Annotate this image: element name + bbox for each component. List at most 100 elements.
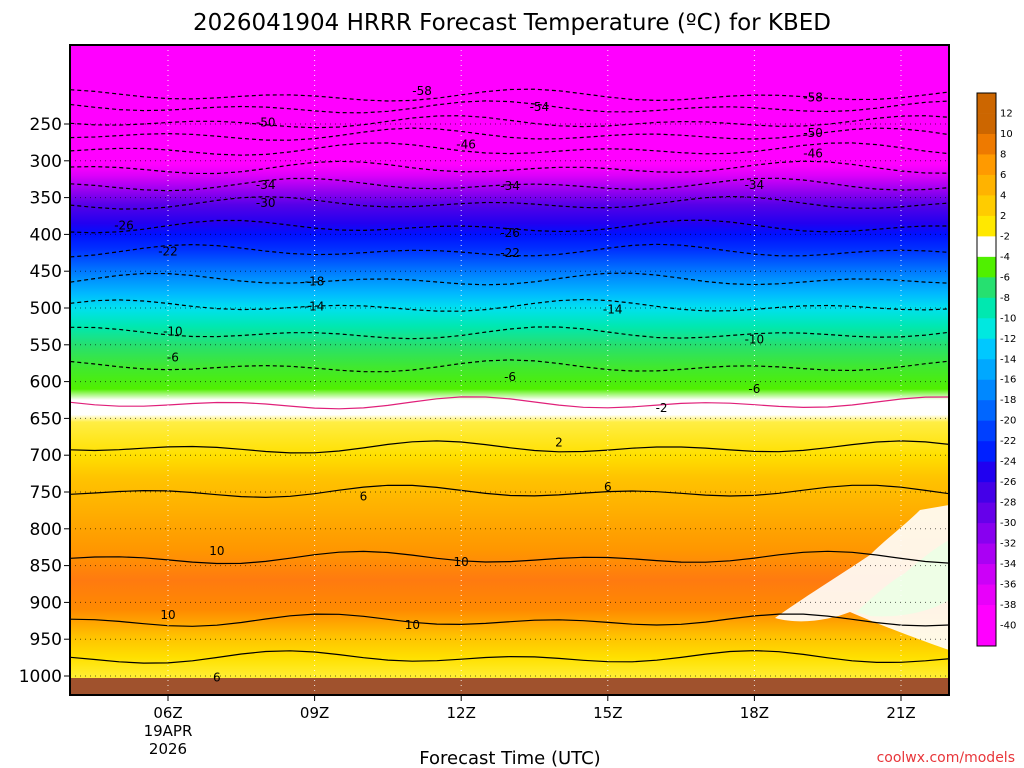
contour-label: 6 <box>213 670 221 684</box>
time-tick-label: 15Z <box>593 704 622 722</box>
colorbar-tick-label: -18 <box>1000 395 1016 406</box>
colorbar-segment <box>977 93 996 114</box>
contour-label: 6 <box>604 480 612 494</box>
isotherm-line <box>70 195 949 210</box>
date-label-line2: 2026 <box>149 740 187 758</box>
isotherm-line <box>70 396 949 410</box>
contour-label: -30 <box>256 196 276 210</box>
contour-label: -14 <box>603 302 623 316</box>
colorbar-segment <box>977 215 996 237</box>
colorbar-segment <box>977 523 996 545</box>
pressure-tick-label: 250 <box>30 115 62 135</box>
colorbar-segment <box>977 502 996 524</box>
colorbar-segment <box>977 277 996 299</box>
ground-strip <box>70 678 949 695</box>
pressure-tick-label: 850 <box>30 557 62 577</box>
contour-label: -46 <box>456 138 476 152</box>
colorbar-segment <box>977 605 996 627</box>
colorbar-segment <box>977 359 996 381</box>
plot-area: -58 -58-54-50-50-46-46-34 -34 -34-30-26-26-… <box>70 45 949 695</box>
time-tick-label: 06Z <box>153 704 182 722</box>
colorbar-tick-label: -20 <box>1000 416 1016 427</box>
contour-label: 6 <box>360 489 368 503</box>
isotherm-line <box>70 100 949 114</box>
isotherm-line <box>70 177 949 192</box>
isotherm-line <box>70 550 949 565</box>
isotherm-line <box>70 243 949 258</box>
isotherm-line <box>70 359 949 373</box>
colorbar-tick-label: -36 <box>1000 580 1016 591</box>
contour-label: -34 <box>500 179 520 193</box>
colorbar-segment <box>977 400 996 422</box>
colorbar-tick-label: -38 <box>1000 600 1016 611</box>
pressure-tick-label: 800 <box>30 520 62 540</box>
colorbar-segment <box>977 564 996 586</box>
colorbar-tick-label: -6 <box>1000 272 1010 283</box>
grid-lines <box>70 45 949 695</box>
colorbar-tick-label: 12 <box>1000 108 1013 119</box>
colorbar-tick-label: -40 <box>1000 621 1016 632</box>
pressure-tick-label: 650 <box>30 409 62 429</box>
colorbar-tick-label: 10 <box>1000 129 1013 140</box>
contour-label: 10 <box>405 618 420 632</box>
colorbar-tick-label: -26 <box>1000 477 1016 488</box>
contour-label: -46 <box>803 146 823 160</box>
isotherm-line <box>70 142 949 156</box>
colorbar-segment <box>977 379 996 401</box>
colorbar-tick-label: -16 <box>1000 375 1016 386</box>
contour-label: 10 <box>454 555 469 569</box>
colorbar-tick-label: -30 <box>1000 518 1016 529</box>
isotherm-line <box>70 440 949 454</box>
colorbar: 12 10 8 6 4 2 -2 -4 -6 -8 -10 -12 -14 -16 -18 -20 -22 -24… <box>976 92 1016 647</box>
contour-label: -58 <box>803 91 823 105</box>
pressure-tick-label: 300 <box>30 152 62 172</box>
colorbar-tick-label: 8 <box>1000 149 1006 160</box>
pressure-tick-label: 750 <box>30 483 62 503</box>
colorbar-segment <box>977 318 996 340</box>
isotherm-line <box>70 219 949 234</box>
pressure-tick-label: 950 <box>30 630 62 650</box>
colorbar-tick-label: -10 <box>1000 313 1016 324</box>
colorbar-segment <box>977 174 996 196</box>
contour-label: -6 <box>504 370 516 384</box>
colorbar-segment <box>977 461 996 483</box>
isotherm-line <box>70 88 949 102</box>
colorbar-tick-label: 4 <box>1000 190 1006 201</box>
colorbar-segment <box>977 154 996 176</box>
pressure-tick-label: 350 <box>30 189 62 209</box>
pressure-tick-label: 900 <box>30 593 62 613</box>
time-tick-label: 18Z <box>740 704 769 722</box>
colorbar-segment <box>977 113 996 135</box>
contour-label: 10 <box>160 608 175 622</box>
colorbar-tick-label: -2 <box>1000 231 1010 242</box>
contour-label: -26 <box>500 226 520 240</box>
isotherm-line <box>70 272 949 286</box>
plot-background <box>70 45 949 695</box>
pressure-tick-label: 700 <box>30 446 62 466</box>
pressure-tick-label: 600 <box>30 373 62 393</box>
time-tick-label: 12Z <box>447 704 476 722</box>
colorbar-tick-label: 2 <box>1000 211 1006 222</box>
contour-label: -50 <box>256 116 276 130</box>
pressure-axis: 250 300 350 400 450 500 550 600 650 700 750 800 850 9… <box>19 115 70 687</box>
colorbar-segment <box>977 420 996 442</box>
time-tick-label: 21Z <box>886 704 915 722</box>
contour-label: -34 <box>745 178 765 192</box>
contour-label: -22 <box>158 244 178 258</box>
pressure-tick-label: 500 <box>30 299 62 319</box>
colorbar-segment <box>977 543 996 565</box>
time-axis: 06Z 09Z 12Z 15Z 18Z 21Z <box>153 695 916 722</box>
colorbar-segment <box>977 441 996 463</box>
isotherm-line <box>70 127 949 141</box>
isotherm-line <box>70 326 949 340</box>
contour-labels: -58 -58-54-50-50-46-46-34 -34 -34-30-26-26-… <box>114 84 823 685</box>
colorbar-segment <box>977 482 996 504</box>
contour-label: -6 <box>167 350 179 364</box>
colorbar-tick-label: -12 <box>1000 334 1016 345</box>
colorbar-segment <box>977 338 996 360</box>
pressure-tick-label: 400 <box>30 225 62 245</box>
plot-frame <box>69 44 950 696</box>
isotherm-line <box>70 649 949 664</box>
contour-label: -14 <box>305 300 325 314</box>
x-axis-title: Forecast Time (UTC) <box>419 748 600 768</box>
